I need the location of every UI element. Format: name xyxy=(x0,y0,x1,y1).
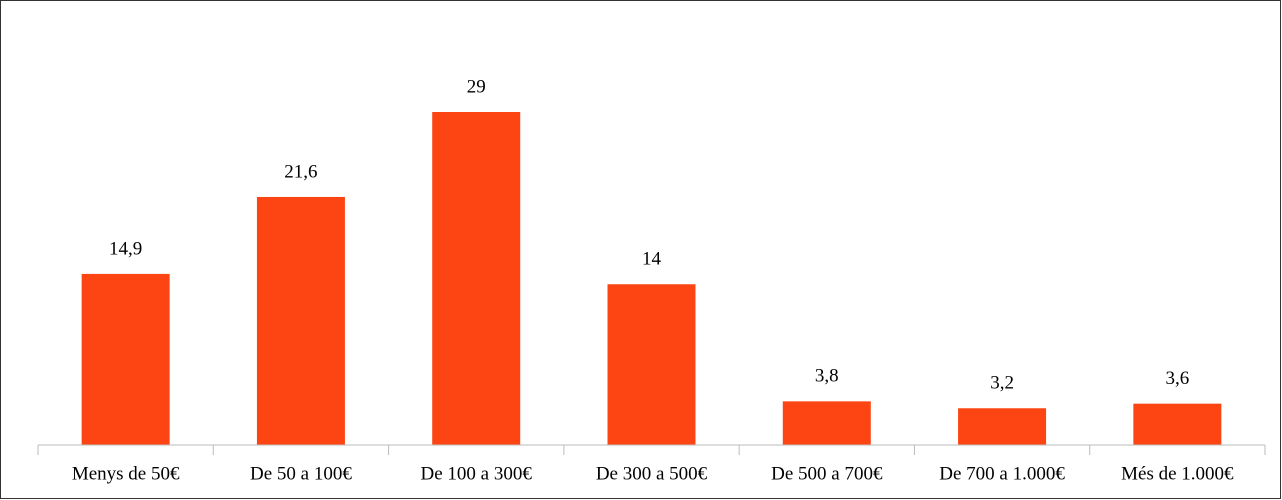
bar xyxy=(607,284,696,445)
bar xyxy=(256,196,345,445)
data-label: 3,8 xyxy=(815,366,839,387)
data-label: 3,2 xyxy=(990,373,1014,394)
x-tick-label: De 50 a 100€ xyxy=(250,463,352,484)
bar xyxy=(81,273,170,445)
x-tick-label: De 700 a 1.000€ xyxy=(939,463,1065,484)
data-label: 14 xyxy=(642,249,662,270)
bar xyxy=(1133,403,1222,445)
x-tick-label: Menys de 50€ xyxy=(72,463,180,484)
x-tick-label: De 100 a 300€ xyxy=(421,463,533,484)
x-tick-label: De 500 a 700€ xyxy=(771,463,883,484)
data-label: 29 xyxy=(467,76,486,97)
data-label: 21,6 xyxy=(284,161,317,182)
data-label: 3,6 xyxy=(1165,368,1189,389)
bar xyxy=(432,112,521,445)
bar xyxy=(782,401,871,445)
data-label: 14,9 xyxy=(109,238,142,259)
x-tick-label: De 300 a 500€ xyxy=(596,463,708,484)
x-tick-label: Més de 1.000€ xyxy=(1121,463,1234,484)
bar xyxy=(958,408,1047,445)
